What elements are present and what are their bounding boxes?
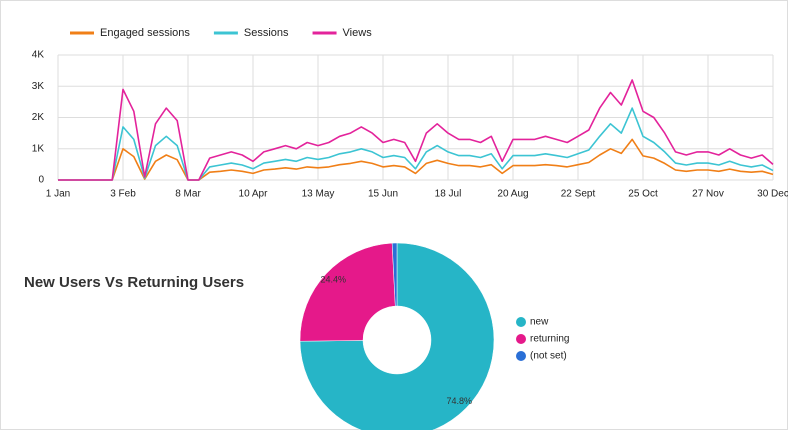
- legend-swatch: [516, 334, 526, 344]
- legend-label: Views: [343, 27, 373, 39]
- x-tick-label: 8 Mar: [175, 189, 201, 200]
- series-line: [58, 107, 774, 181]
- x-tick-label: 20 Aug: [497, 189, 528, 200]
- x-tick-label: 1 Jan: [46, 189, 70, 200]
- x-tick-label: 22 Sept: [561, 189, 596, 200]
- series-line: [58, 138, 774, 181]
- legend-label: returning: [530, 334, 569, 345]
- y-tick-label: 4K: [32, 50, 45, 61]
- legend-swatch: [516, 317, 526, 327]
- value-label: 24.4%: [320, 274, 346, 284]
- x-tick-label: 13 May: [302, 189, 335, 200]
- pie-slice: [391, 242, 398, 307]
- value-label: 74.8%: [446, 396, 472, 406]
- legend-label: Engaged sessions: [100, 27, 190, 39]
- series-line: [58, 79, 774, 181]
- pie-slice: [299, 242, 495, 430]
- legend-swatch: [516, 351, 526, 361]
- x-tick-label: 25 Oct: [628, 189, 658, 200]
- x-tick-label: 10 Apr: [239, 189, 269, 200]
- pie-slice: [299, 242, 396, 342]
- x-tick-label: 15 Jun: [368, 189, 398, 200]
- y-tick-label: 3K: [32, 81, 45, 92]
- x-tick-label: 3 Feb: [110, 189, 136, 200]
- x-tick-label: 30 Dec: [757, 189, 788, 200]
- x-tick-label: 18 Jul: [435, 189, 462, 200]
- x-tick-label: 27 Nov: [692, 189, 724, 200]
- legend-label: (not set): [530, 351, 567, 362]
- legend-label: Sessions: [244, 27, 289, 39]
- y-tick-label: 0: [38, 175, 44, 186]
- chart-title: New Users Vs Returning Users: [24, 274, 244, 291]
- legend-label: new: [530, 317, 549, 328]
- y-tick-label: 1K: [32, 143, 45, 154]
- y-tick-label: 2K: [32, 112, 45, 123]
